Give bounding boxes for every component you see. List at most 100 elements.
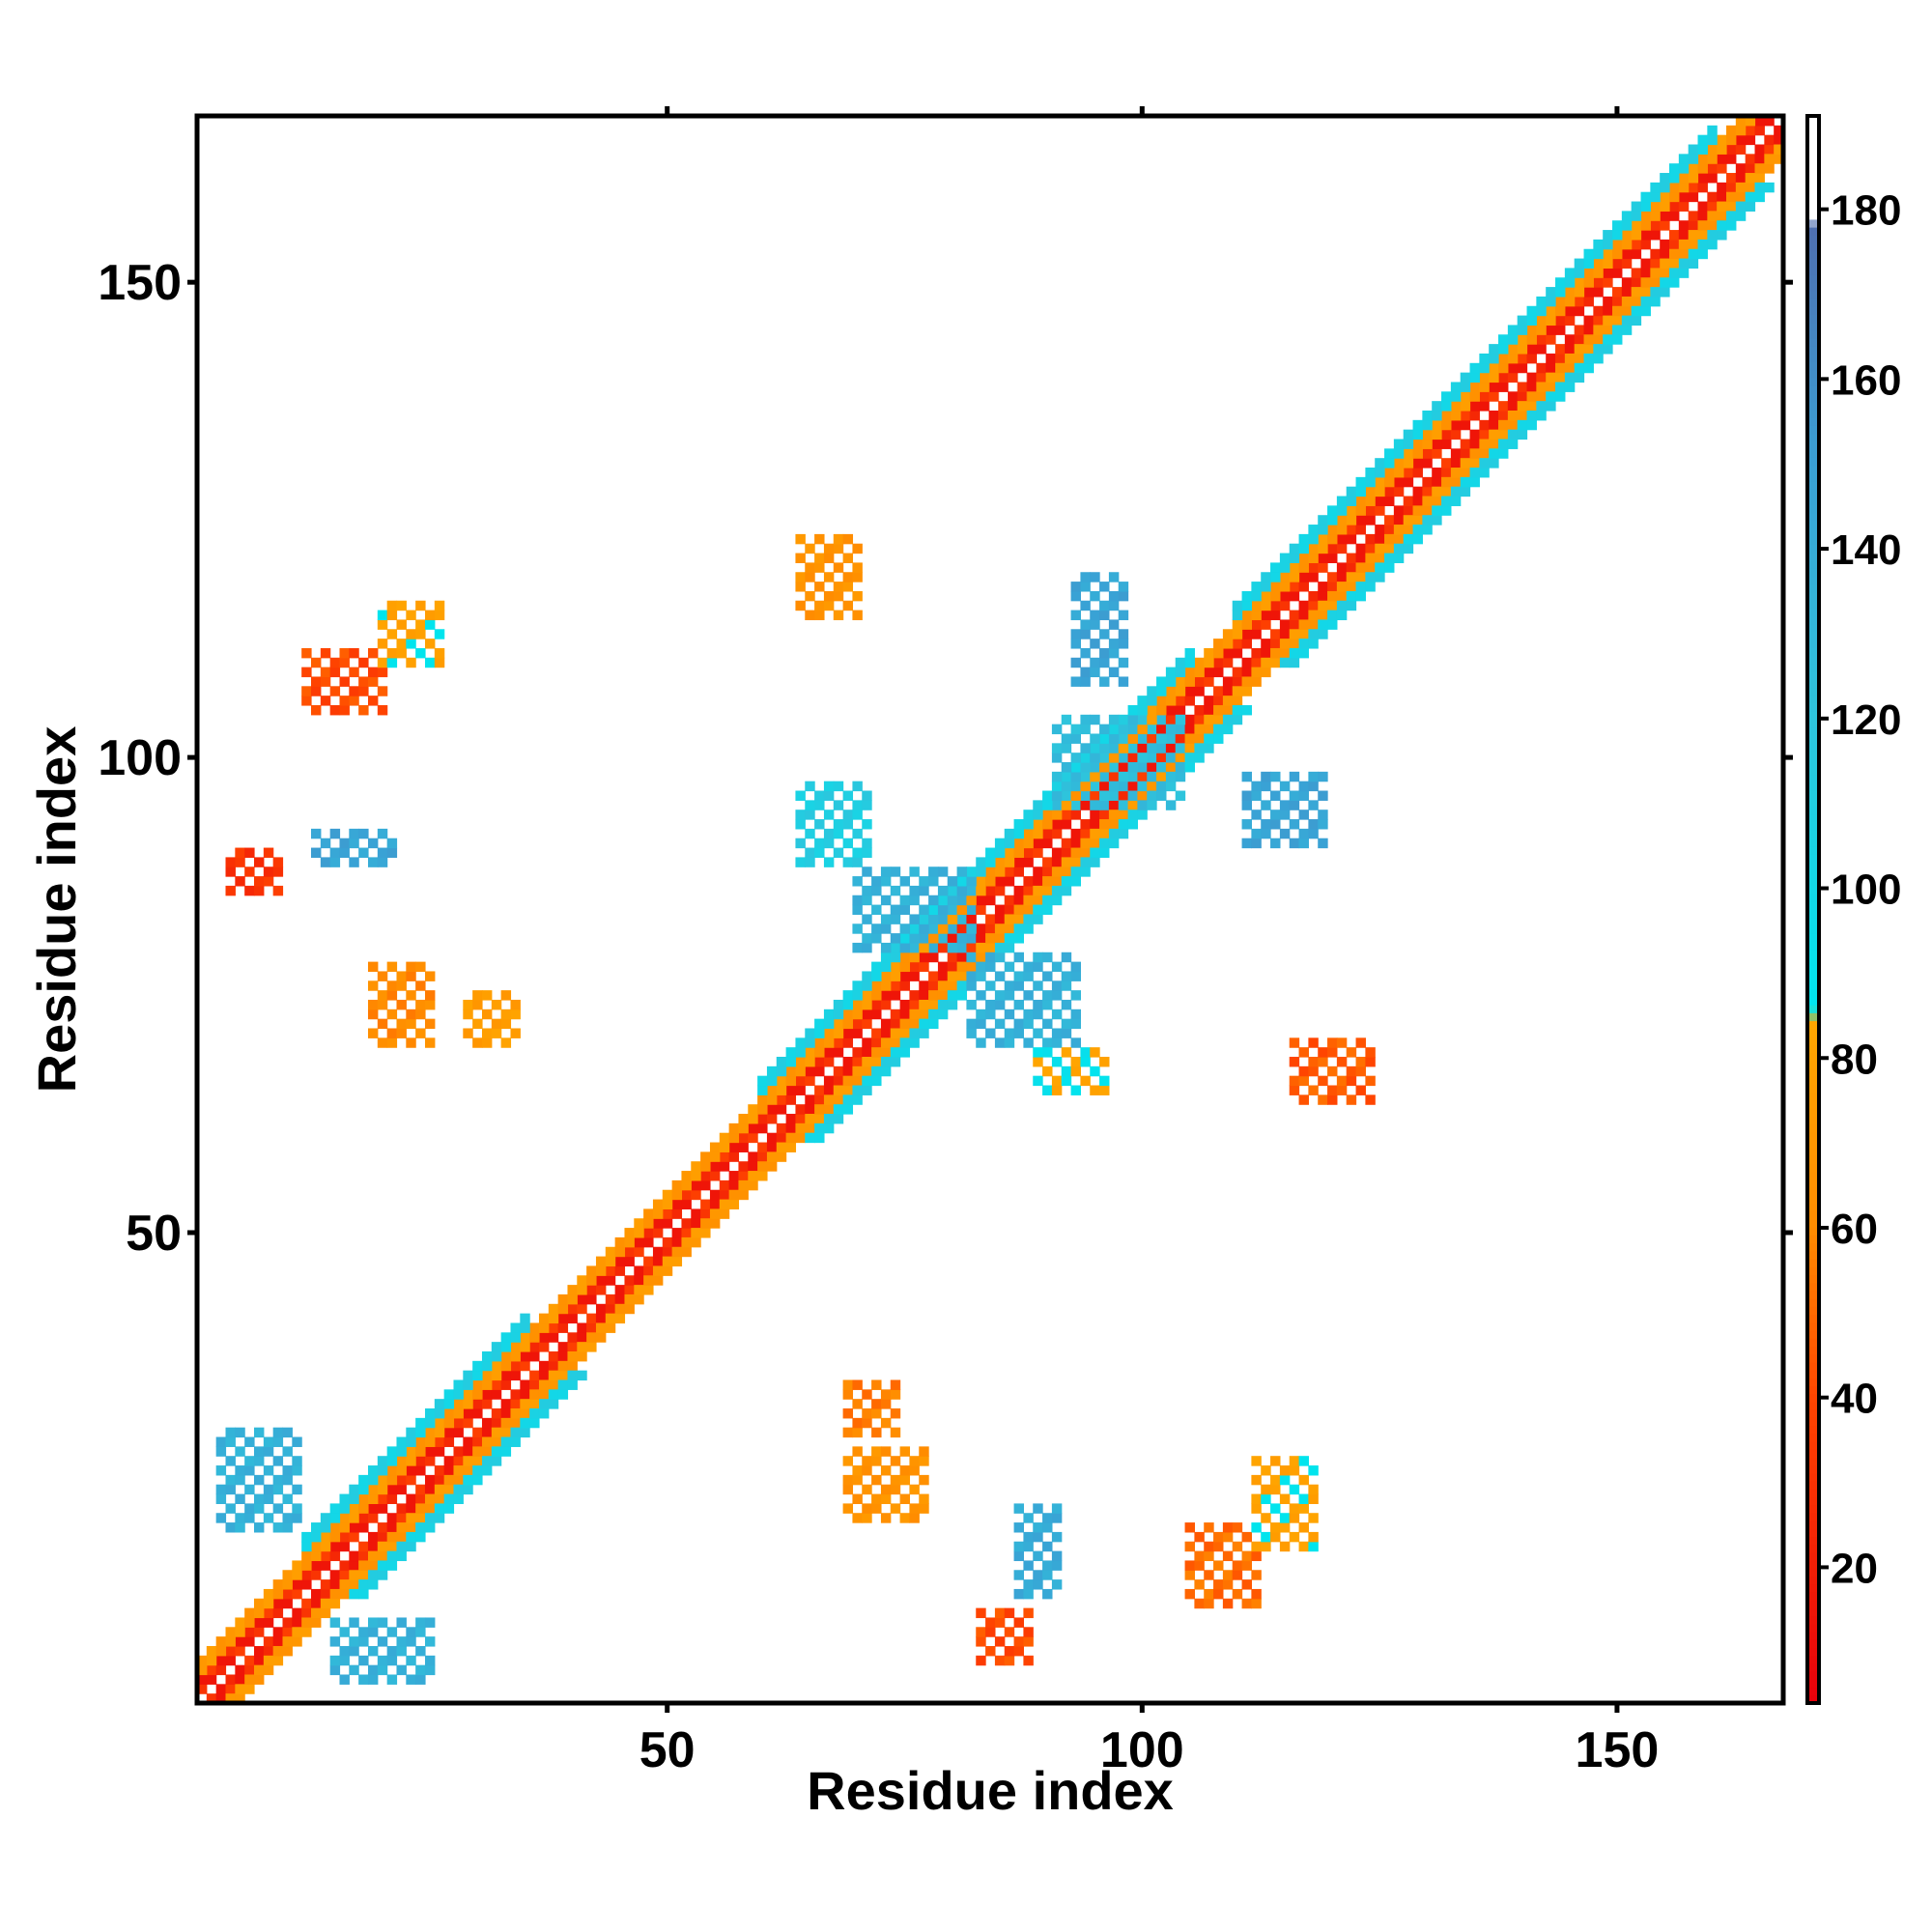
heatmap-cell bbox=[1204, 724, 1214, 735]
heatmap-cell bbox=[1612, 239, 1623, 250]
heatmap-cell bbox=[1726, 211, 1737, 221]
heatmap-cell bbox=[928, 923, 939, 934]
heatmap-cell bbox=[1365, 468, 1376, 478]
heatmap-cell bbox=[1660, 201, 1670, 212]
heatmap-cell bbox=[1745, 191, 1756, 203]
heatmap-cell bbox=[1774, 144, 1784, 155]
heatmap-cell bbox=[510, 1408, 521, 1419]
colorbar-segment bbox=[1807, 822, 1819, 831]
heatmap-cell bbox=[1099, 600, 1110, 611]
heatmap-cell bbox=[1147, 781, 1157, 792]
colorbar-segment bbox=[1807, 131, 1819, 141]
heatmap-cell bbox=[1194, 667, 1205, 678]
heatmap-cell bbox=[1432, 429, 1442, 440]
colorbar-segment bbox=[1807, 186, 1819, 196]
heatmap-cell bbox=[367, 999, 379, 1010]
heatmap-cell bbox=[329, 1531, 341, 1543]
heatmap-cell bbox=[1080, 667, 1091, 678]
heatmap-cell bbox=[1061, 980, 1072, 991]
heatmap-cell bbox=[1204, 657, 1214, 668]
heatmap-cell bbox=[253, 1598, 265, 1609]
heatmap-cell bbox=[1213, 733, 1224, 744]
heatmap-cell bbox=[1318, 790, 1328, 801]
colorbar-segment bbox=[1807, 457, 1819, 467]
heatmap-cell bbox=[406, 961, 416, 973]
heatmap-cell bbox=[1745, 116, 1756, 127]
heatmap-cell bbox=[1289, 1531, 1300, 1543]
heatmap-cell bbox=[349, 1513, 359, 1523]
heatmap-cell bbox=[919, 904, 929, 916]
heatmap-cell bbox=[1697, 201, 1708, 212]
heatmap-cell bbox=[396, 1617, 407, 1628]
heatmap-cell bbox=[1279, 590, 1291, 602]
heatmap-cell bbox=[377, 704, 388, 716]
heatmap-cell bbox=[1384, 562, 1395, 573]
heatmap-cell bbox=[605, 1313, 616, 1324]
heatmap-cell bbox=[1251, 619, 1262, 630]
heatmap-cell bbox=[909, 1037, 920, 1048]
heatmap-cell bbox=[500, 1399, 512, 1409]
heatmap-cell bbox=[396, 1513, 407, 1523]
heatmap-cell bbox=[1298, 810, 1309, 820]
heatmap-cell bbox=[1251, 790, 1262, 801]
heatmap-cell bbox=[481, 1028, 493, 1038]
heatmap-cell bbox=[1156, 714, 1167, 725]
heatmap-cell bbox=[1298, 629, 1309, 639]
heatmap-cell bbox=[842, 1474, 854, 1486]
heatmap-cell bbox=[1621, 305, 1633, 317]
heatmap-cell bbox=[215, 1664, 227, 1676]
y-tick-label: 50 bbox=[126, 1206, 182, 1262]
heatmap-cell bbox=[339, 657, 350, 668]
heatmap-cell bbox=[1717, 182, 1727, 193]
heatmap-cell bbox=[1147, 686, 1157, 696]
heatmap-cell bbox=[1194, 743, 1205, 753]
heatmap-cell bbox=[1184, 1570, 1195, 1580]
heatmap-cell bbox=[386, 647, 398, 659]
heatmap-cell bbox=[1137, 781, 1148, 792]
heatmap-cell bbox=[1707, 134, 1718, 146]
heatmap-cell bbox=[1251, 1570, 1262, 1580]
heatmap-cell bbox=[976, 904, 986, 916]
heatmap-cell bbox=[880, 1417, 892, 1429]
heatmap-cell bbox=[947, 933, 958, 944]
colorbar-segment bbox=[1807, 726, 1819, 736]
heatmap-cell bbox=[1603, 239, 1613, 250]
colorbar-segment bbox=[1807, 719, 1819, 728]
heatmap-cell bbox=[453, 1456, 464, 1466]
heatmap-cell bbox=[1118, 733, 1129, 744]
heatmap-cell bbox=[890, 961, 901, 973]
heatmap-cell bbox=[415, 1456, 426, 1466]
heatmap-cell bbox=[595, 1303, 607, 1315]
heatmap-cell bbox=[282, 1446, 293, 1457]
heatmap-cell bbox=[1327, 505, 1338, 516]
heatmap-cell bbox=[577, 1332, 587, 1343]
heatmap-cell bbox=[1279, 647, 1291, 659]
heatmap-cell bbox=[880, 1037, 892, 1048]
heatmap-cell bbox=[292, 1465, 302, 1476]
heatmap-cell bbox=[643, 1275, 654, 1286]
heatmap-cell bbox=[1640, 305, 1651, 317]
heatmap-cell bbox=[919, 876, 929, 887]
colorbar-segment bbox=[1807, 647, 1819, 657]
heatmap-cell bbox=[880, 1056, 892, 1067]
heatmap-cell bbox=[1127, 819, 1138, 830]
heatmap-cell bbox=[377, 1484, 388, 1495]
heatmap-cell bbox=[909, 1028, 920, 1038]
heatmap-cell bbox=[215, 1655, 227, 1666]
heatmap-cell bbox=[529, 1332, 540, 1343]
heatmap-cell bbox=[1013, 1018, 1025, 1030]
heatmap-cell bbox=[624, 1236, 635, 1248]
heatmap-cell bbox=[1042, 999, 1053, 1010]
heatmap-cell bbox=[349, 1588, 359, 1600]
heatmap-cell bbox=[919, 942, 929, 953]
heatmap-cell bbox=[424, 1484, 436, 1495]
heatmap-cell bbox=[253, 1655, 265, 1666]
heatmap-cell bbox=[890, 1456, 901, 1466]
heatmap-cell bbox=[1289, 657, 1300, 668]
colorbar-segment bbox=[1807, 1393, 1819, 1403]
heatmap-cell bbox=[510, 1350, 521, 1362]
heatmap-cell bbox=[976, 1009, 986, 1020]
heatmap-cell bbox=[1289, 819, 1300, 830]
heatmap-cell bbox=[1669, 173, 1680, 184]
heatmap-cell bbox=[1298, 562, 1309, 573]
